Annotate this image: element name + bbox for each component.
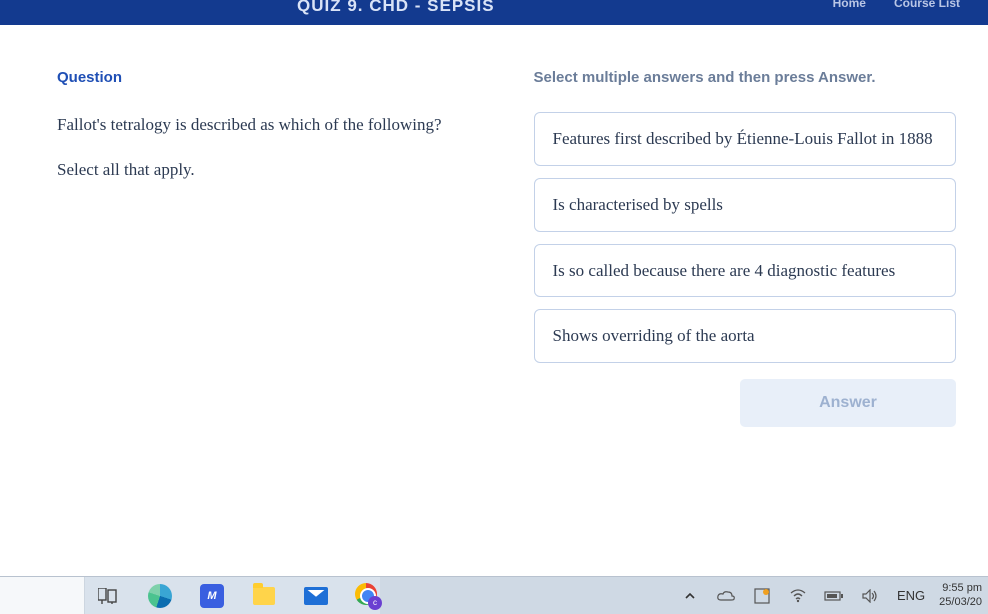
main-content: Question Fallot's tetralogy is described… (0, 25, 988, 427)
update-icon[interactable] (749, 583, 775, 609)
question-instruction: Select all that apply. (57, 160, 478, 180)
question-label: Question (57, 69, 478, 86)
answer-option[interactable]: Is characterised by spells (534, 178, 956, 232)
question-column: Question Fallot's tetralogy is described… (57, 69, 478, 427)
tray-icons (677, 583, 883, 609)
page-title: QUIZ 9. CHD - SEPSIS (297, 0, 495, 16)
battery-icon[interactable] (821, 583, 847, 609)
system-tray: ENG 9:55 pm 25/03/20 (677, 577, 988, 614)
answers-column: Select multiple answers and then press A… (534, 69, 956, 427)
header-nav: Home Course List (833, 0, 960, 10)
taskbar-start-area[interactable] (0, 577, 85, 614)
clock-time: 9:55 pm (939, 582, 982, 595)
file-explorer-icon[interactable] (251, 583, 277, 609)
windows-taskbar: M c ENG 9:55 pm 25/03/20 (0, 576, 988, 614)
nav-course-list[interactable]: Course List (894, 0, 960, 10)
chrome-icon[interactable]: c (355, 583, 381, 609)
onedrive-icon[interactable] (713, 583, 739, 609)
task-view-icon[interactable] (95, 583, 121, 609)
answer-button[interactable]: Answer (740, 379, 956, 427)
page-header: QUIZ 9. CHD - SEPSIS Home Course List (0, 0, 988, 25)
answer-option[interactable]: Is so called because there are 4 diagnos… (534, 244, 956, 298)
answer-option[interactable]: Features first described by Étienne-Loui… (534, 112, 956, 166)
answers-label: Select multiple answers and then press A… (534, 69, 956, 86)
answer-button-row: Answer (534, 379, 956, 427)
nav-home[interactable]: Home (833, 0, 866, 10)
app-m-icon[interactable]: M (199, 583, 225, 609)
question-text: Fallot's tetralogy is described as which… (57, 112, 478, 138)
answer-option[interactable]: Shows overriding of the aorta (534, 309, 956, 363)
answer-list: Features first described by Étienne-Loui… (534, 112, 956, 363)
wifi-icon[interactable] (785, 583, 811, 609)
volume-icon[interactable] (857, 583, 883, 609)
language-indicator[interactable]: ENG (897, 588, 925, 603)
taskbar-clock[interactable]: 9:55 pm 25/03/20 (939, 582, 982, 608)
mail-icon[interactable] (303, 583, 329, 609)
edge-icon[interactable] (147, 583, 173, 609)
chevron-up-icon[interactable] (677, 583, 703, 609)
taskbar-pinned: M c (85, 577, 381, 614)
clock-date: 25/03/20 (939, 596, 982, 609)
